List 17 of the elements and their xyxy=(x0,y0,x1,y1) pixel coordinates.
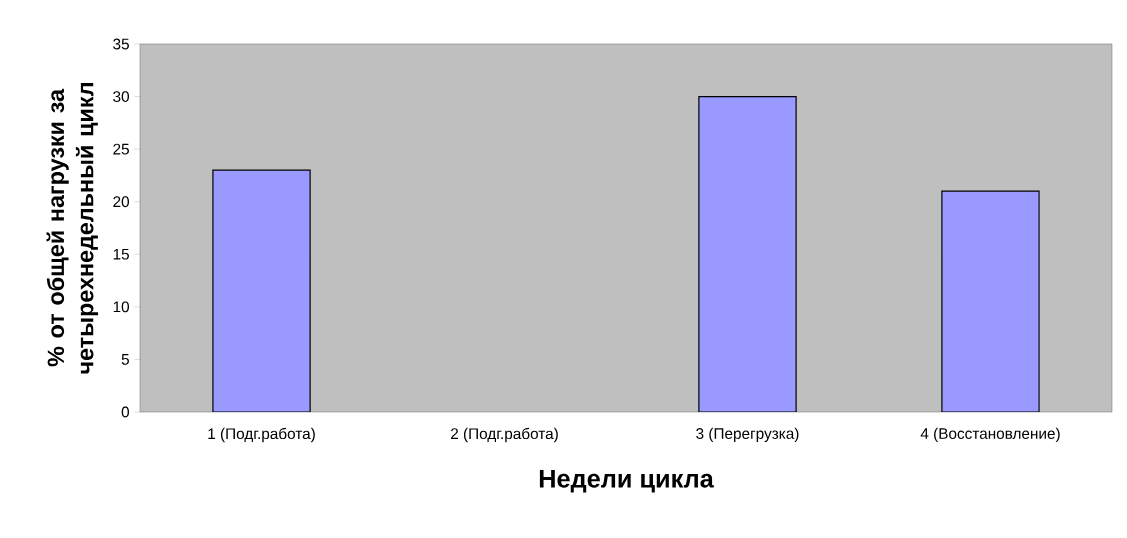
bar xyxy=(941,190,1040,412)
x-tick-label: 1 (Подг.работа) xyxy=(208,427,315,443)
y-tick-label: 35 xyxy=(113,38,129,50)
x-tick-label: 2 (Подг.работа) xyxy=(451,427,558,443)
y-tick-label: 10 xyxy=(113,301,130,313)
x-tick-label: 4 (Восстановление) xyxy=(920,427,1060,443)
x-axis-title: Недели цикла xyxy=(539,469,714,493)
bar xyxy=(212,169,311,412)
y-tick-label: 30 xyxy=(113,91,130,102)
y-tick-label: 5 xyxy=(121,354,129,365)
y-tick-label: 20 xyxy=(113,196,130,208)
x-tick-label: 3 (Перегрузка) xyxy=(696,427,799,443)
y-tick-label: 25 xyxy=(113,143,129,155)
bar xyxy=(698,95,797,412)
y-axis-title: % от общей нагрузки за четырехнедельный цикл xyxy=(46,83,99,374)
y-tick-label: 0 xyxy=(121,406,130,418)
y-tick-label: 15 xyxy=(113,248,129,260)
